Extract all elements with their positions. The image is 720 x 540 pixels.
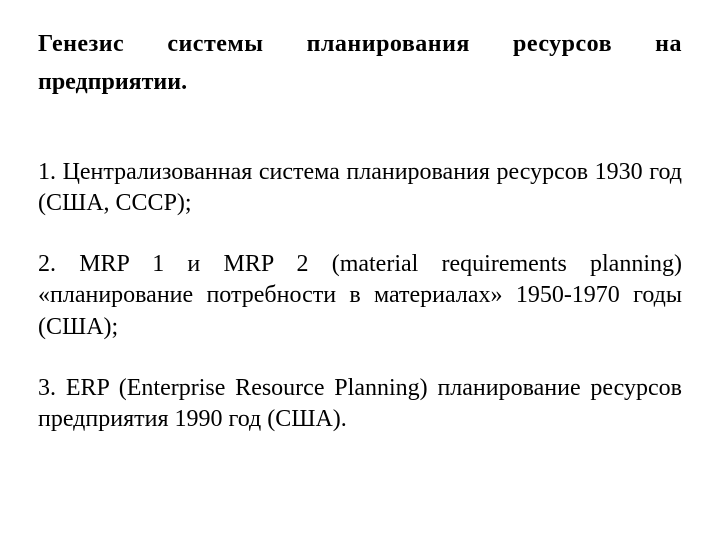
document-heading-line2: предприятии. [38, 66, 682, 98]
document-heading-line1: Генезис системы планирования ресурсов на [38, 28, 682, 60]
list-item: 3. ERP (Enterprise Resource Planning) пл… [38, 373, 682, 435]
list-item: 1. Централизованная система планирования… [38, 157, 682, 219]
list-item: 2. MRP 1 и MRP 2 (material requirements … [38, 249, 682, 343]
